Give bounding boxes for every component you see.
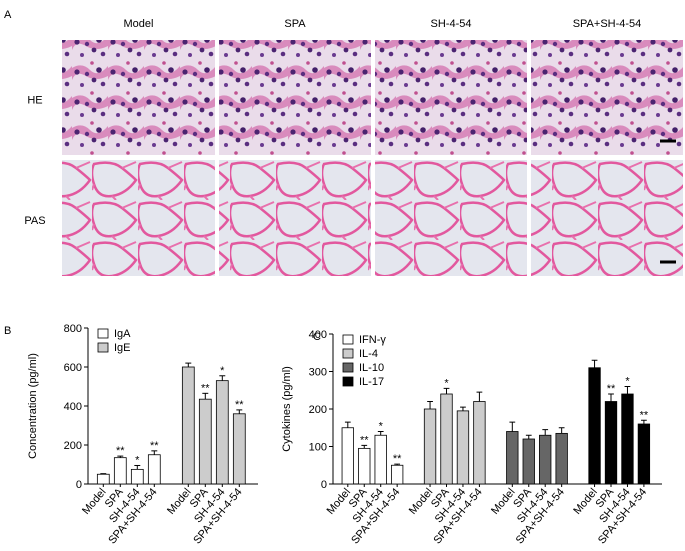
bar [604, 401, 618, 485]
y-tick-label: 200 [64, 440, 82, 452]
y-tick-label: 800 [64, 323, 82, 335]
legend-label: IL-17 [359, 376, 384, 388]
bar [456, 410, 470, 485]
legend-swatch [342, 362, 354, 373]
legend-swatch [97, 342, 109, 353]
y-axis-label: Concentration (pg/ml) [27, 353, 39, 459]
micrograph [62, 160, 215, 276]
bar [506, 431, 519, 485]
y-tick-label: 300 [309, 367, 327, 379]
legend-swatch [342, 348, 354, 359]
bar [358, 447, 371, 485]
y-tick-label: 400 [309, 329, 327, 341]
significance-label: ** [201, 382, 210, 394]
bar [555, 432, 568, 485]
significance-label: * [135, 454, 140, 466]
legend-label: IL-4 [359, 348, 378, 360]
significance-label: * [220, 365, 225, 377]
bar [539, 434, 552, 485]
bar [522, 438, 535, 485]
legend-label: IgE [114, 342, 131, 354]
bar [423, 408, 437, 485]
significance-label: * [444, 377, 449, 389]
y-tick-label: 0 [321, 479, 327, 491]
y-tick-label: 400 [64, 401, 82, 413]
row-label: HE [27, 95, 42, 107]
bar [232, 413, 246, 485]
y-tick-label: 0 [76, 479, 82, 491]
legend-label: IgA [114, 328, 131, 340]
panel-label: A [4, 9, 12, 21]
significance-label: * [379, 421, 384, 433]
significance-label: ** [360, 434, 369, 446]
micrograph [531, 160, 683, 276]
bar [96, 473, 110, 485]
micrograph [375, 40, 527, 155]
bar [374, 434, 387, 485]
legend-swatch [342, 376, 354, 387]
y-axis-label: Cytokines (pg/ml) [281, 366, 293, 452]
significance-label: ** [640, 409, 649, 421]
bar [390, 464, 404, 485]
bar [588, 367, 601, 485]
significance-label: ** [235, 399, 244, 411]
y-tick-label: 600 [64, 362, 82, 374]
legend-swatch [342, 334, 354, 345]
micrograph [531, 40, 683, 155]
column-header: Model [124, 18, 154, 30]
row-label: PAS [24, 215, 45, 227]
bar [181, 366, 195, 485]
micrograph [375, 160, 527, 276]
panel-label: C [313, 331, 321, 343]
micrograph [62, 40, 215, 155]
bar [215, 380, 229, 485]
significance-label: ** [116, 445, 125, 457]
significance-label: * [625, 376, 630, 388]
column-header: SPA [284, 18, 306, 30]
significance-label: ** [150, 440, 159, 452]
bar [621, 393, 634, 485]
legend-label: IFN-γ [359, 334, 386, 346]
y-tick-label: 200 [309, 404, 327, 416]
micrograph [219, 160, 371, 276]
bar [637, 423, 651, 485]
bar [113, 457, 127, 485]
significance-label: ** [393, 453, 402, 465]
bar [198, 398, 212, 485]
bar [473, 401, 486, 485]
bar [130, 468, 144, 485]
significance-label: ** [607, 383, 616, 395]
panel-label: B [4, 325, 11, 337]
column-header: SH-4-54 [431, 18, 472, 30]
bar [147, 454, 161, 485]
y-tick-label: 100 [309, 442, 327, 454]
micrograph [219, 40, 371, 155]
column-header: SPA+SH-4-54 [573, 18, 642, 30]
bar [440, 393, 453, 485]
legend-label: IL-10 [359, 362, 384, 374]
bar [341, 427, 354, 485]
legend-swatch [97, 328, 109, 339]
